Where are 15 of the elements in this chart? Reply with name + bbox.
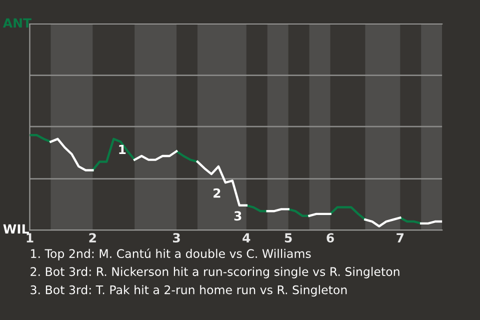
x-tick-label: 7 bbox=[396, 233, 404, 242]
text: 2. Bot 3rd: R. Nickerson hit a run-scoring single vs R. Singleton bbox=[30, 266, 400, 278]
x-tick-label: 5 bbox=[284, 233, 292, 243]
x-tick-label: 1 bbox=[26, 233, 34, 242]
annotation: 3 bbox=[234, 211, 242, 221]
x-tick-label: 3 bbox=[173, 233, 180, 243]
text: WIL bbox=[3, 224, 29, 234]
x-tick-label: 4 bbox=[242, 233, 250, 242]
annotation: 2 bbox=[214, 188, 220, 198]
x-tick-label: 2 bbox=[89, 233, 96, 242]
annotation: 1 bbox=[119, 144, 126, 154]
text: ANT bbox=[2, 18, 32, 28]
text: 3. Bot 3rd: T. Pak hit a 2-run home run vs R. Singleton bbox=[30, 285, 347, 297]
x-tick-label: 6 bbox=[326, 233, 334, 243]
text: 1. Top 2nd: M. Cantú hit a double vs C. Williams bbox=[31, 248, 311, 260]
